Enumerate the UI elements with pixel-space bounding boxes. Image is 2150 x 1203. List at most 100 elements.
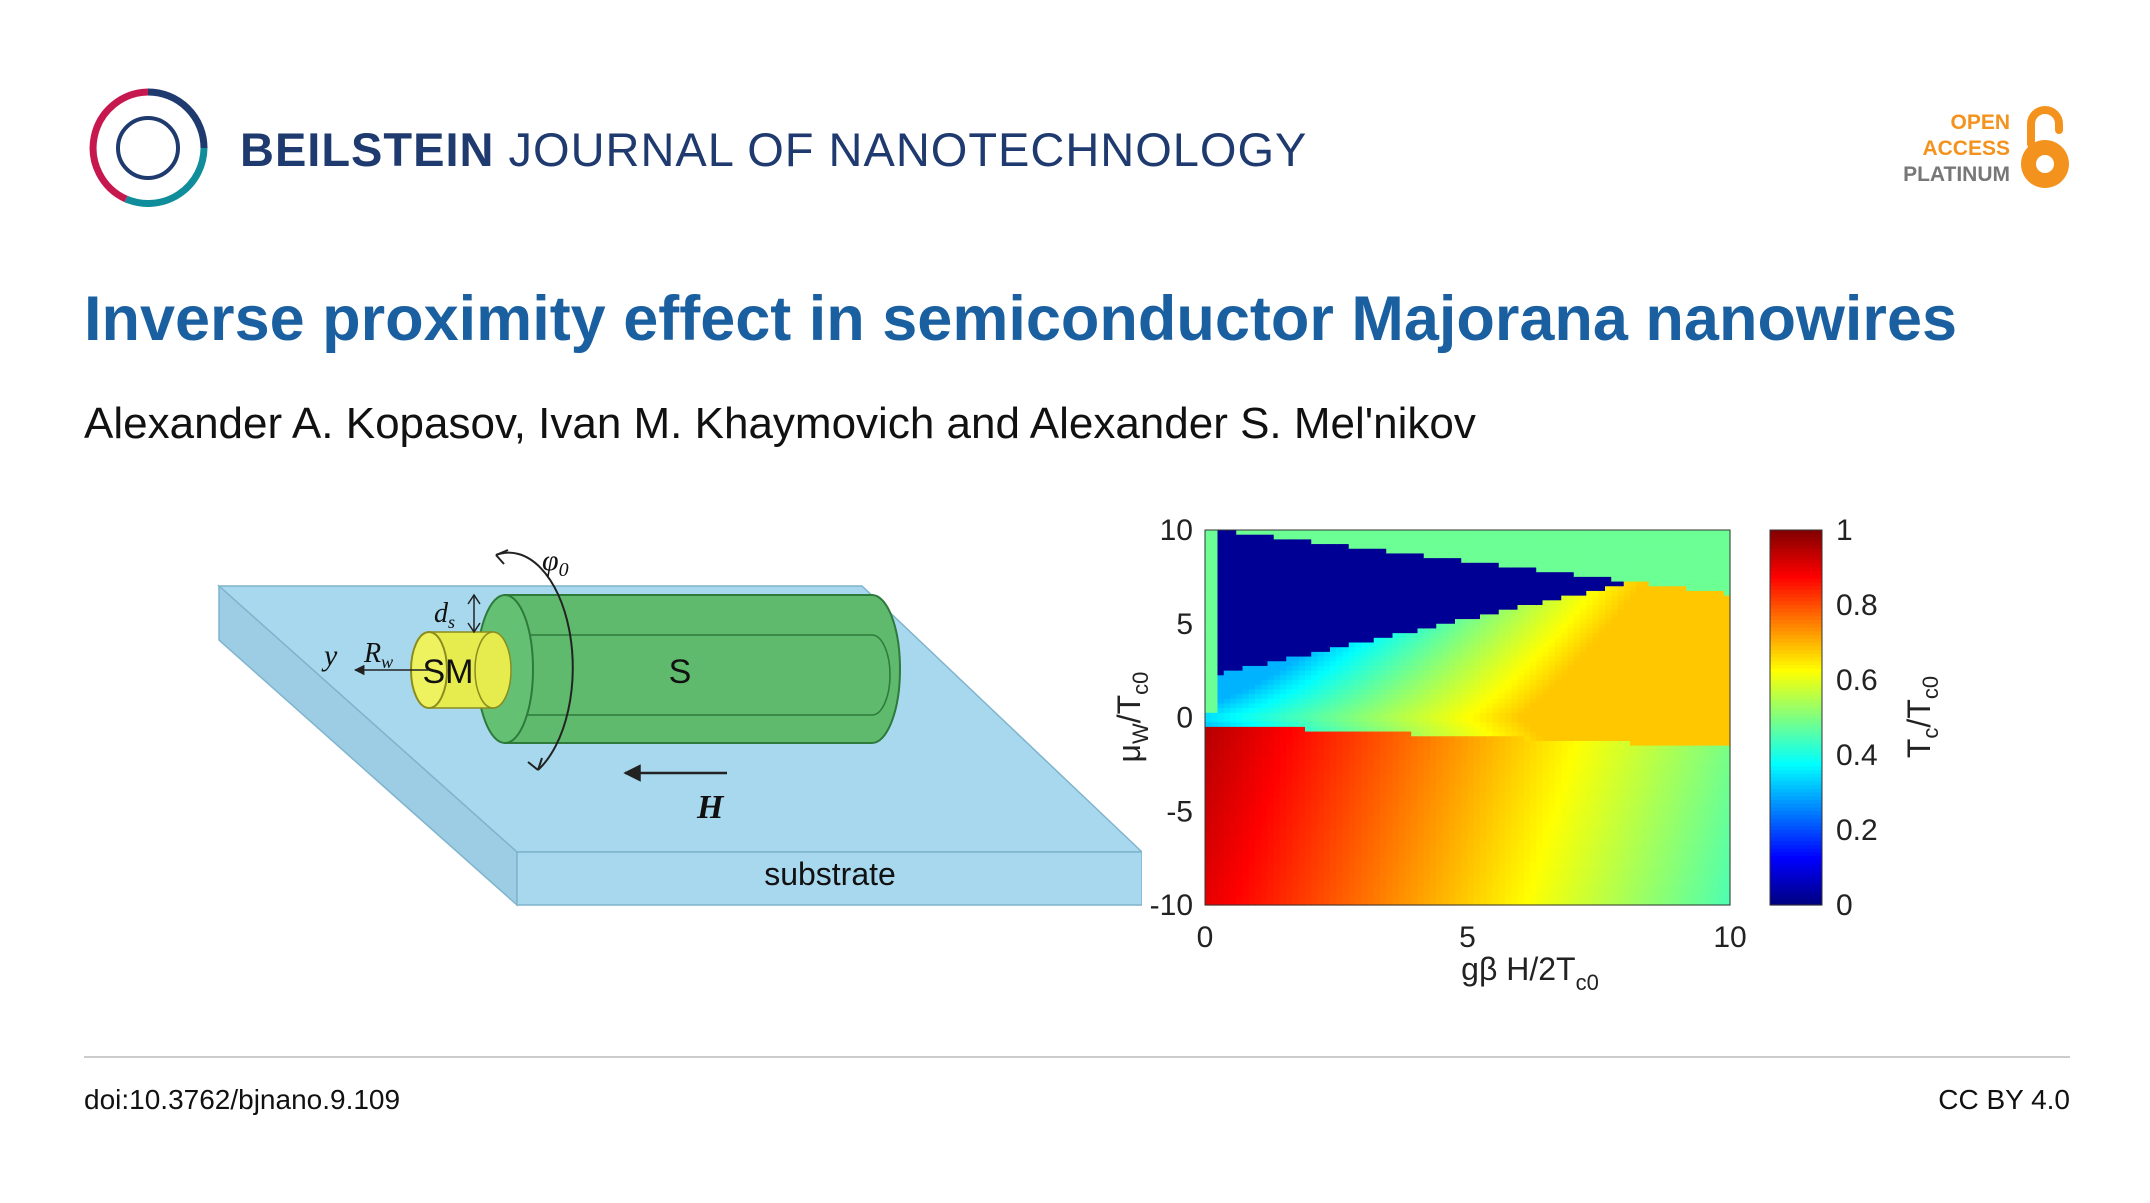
- heatmap-cell: [1467, 830, 1475, 836]
- heatmap-cell: [1317, 637, 1325, 644]
- heatmap-cell: [1230, 576, 1237, 583]
- heatmap-cell: [1323, 876, 1331, 883]
- heatmap-cell: [1542, 689, 1550, 695]
- heatmap-cell: [1361, 876, 1369, 883]
- heatmap-cell: [1455, 572, 1462, 578]
- heatmap-cell: [1455, 595, 1462, 601]
- heatmap-cell: [1305, 844, 1312, 850]
- heatmap-cell: [1523, 595, 1531, 601]
- heatmap-cell: [1461, 642, 1469, 648]
- heatmap-cell: [1573, 576, 1581, 583]
- heatmap-cell: [1580, 801, 1587, 808]
- heatmap-cell: [1392, 530, 1400, 536]
- heatmap-cell: [1205, 890, 1212, 897]
- heatmap-cell: [1348, 698, 1356, 705]
- heatmap-cell: [1392, 731, 1400, 737]
- heatmap-cell: [1473, 759, 1481, 765]
- heatmap-cell: [1405, 783, 1412, 789]
- heatmap-cell: [1480, 647, 1487, 653]
- heatmap-cell: [1242, 609, 1250, 615]
- heatmap-cell: [1573, 544, 1581, 550]
- heatmap-cell: [1348, 609, 1356, 615]
- heatmap-cell: [1355, 633, 1362, 639]
- heatmap-cell: [1323, 530, 1331, 536]
- heatmap-cell: [1405, 684, 1412, 690]
- heatmap-cell: [1230, 876, 1237, 883]
- heatmap-cell: [1348, 647, 1356, 653]
- heatmap-cell: [1361, 750, 1369, 756]
- heatmap-cell: [1386, 787, 1394, 794]
- heatmap-cell: [1248, 661, 1256, 667]
- heatmap-cell: [1530, 825, 1537, 831]
- heatmap-cell: [1286, 712, 1294, 719]
- heatmap-cell: [1536, 548, 1544, 555]
- heatmap-cell: [1430, 553, 1437, 559]
- heatmap-cell: [1230, 811, 1237, 817]
- heatmap-cell: [1336, 886, 1344, 892]
- heatmap-cell: [1361, 614, 1369, 620]
- heatmap-cell: [1242, 572, 1250, 578]
- heatmap-cell: [1392, 605, 1400, 611]
- heatmap-cell: [1292, 764, 1300, 770]
- heatmap-cell: [1586, 764, 1594, 770]
- heatmap-cell: [1242, 614, 1250, 620]
- heatmap-cell: [1467, 558, 1475, 564]
- heatmap-cell: [1248, 572, 1256, 578]
- heatmap-cell: [1273, 876, 1281, 883]
- heatmap-cell: [1473, 703, 1481, 709]
- heatmap-cell: [1380, 534, 1387, 540]
- heatmap-cell: [1517, 731, 1525, 737]
- heatmap-cell: [1273, 858, 1281, 864]
- heatmap-cell: [1261, 797, 1269, 803]
- heatmap-cell: [1330, 656, 1337, 662]
- heatmap-cell: [1367, 698, 1375, 705]
- heatmap-cell: [1480, 830, 1487, 836]
- heatmap-cell: [1311, 858, 1319, 864]
- heatmap-cell: [1248, 670, 1256, 676]
- heatmap-cell: [1311, 581, 1319, 587]
- heatmap-cell: [1436, 811, 1444, 817]
- heatmap-cell: [1498, 787, 1506, 794]
- heatmap-cell: [1348, 736, 1356, 742]
- heatmap-cell: [1573, 656, 1581, 662]
- heatmap-cell: [1461, 553, 1469, 559]
- heatmap-cell: [1548, 830, 1556, 836]
- heatmap-cell: [1455, 539, 1462, 545]
- heatmap-cell: [1473, 900, 1481, 906]
- heatmap-cell: [1255, 755, 1262, 761]
- heatmap-cell: [1336, 576, 1344, 583]
- heatmap-cell: [1217, 881, 1225, 887]
- heatmap-cell: [1298, 722, 1306, 728]
- heatmap-cell: [1398, 862, 1406, 869]
- heatmap-cell: [1380, 670, 1387, 676]
- heatmap-cell: [1517, 797, 1525, 803]
- heatmap-cell: [1505, 806, 1512, 812]
- heatmap-cell: [1317, 834, 1325, 840]
- heatmap-cell: [1380, 680, 1387, 686]
- heatmap-cell: [1386, 731, 1394, 737]
- heatmap-cell: [1542, 759, 1550, 765]
- heatmap-cell: [1536, 830, 1544, 836]
- heatmap-cell: [1255, 797, 1262, 803]
- heatmap-cell: [1530, 778, 1537, 784]
- heatmap-cell: [1205, 633, 1212, 639]
- heatmap-cell: [1530, 628, 1537, 634]
- heatmap-cell: [1305, 689, 1312, 695]
- heatmap-cell: [1361, 567, 1369, 573]
- heatmap-cell: [1317, 797, 1325, 803]
- heatmap-cell: [1255, 600, 1262, 606]
- heatmap-cell: [1317, 815, 1325, 822]
- heatmap-cell: [1467, 712, 1475, 719]
- heatmap-cell: [1398, 684, 1406, 690]
- heatmap-cell: [1473, 675, 1481, 681]
- heatmap-cell: [1411, 562, 1419, 569]
- heatmap-cell: [1392, 862, 1400, 869]
- heatmap-cell: [1580, 581, 1587, 587]
- heatmap-cell: [1298, 853, 1306, 859]
- heatmap-cell: [1523, 684, 1531, 690]
- heatmap-cell: [1261, 834, 1269, 840]
- heatmap-cell: [1348, 694, 1356, 700]
- heatmap-cell: [1223, 586, 1231, 592]
- heatmap-cell: [1367, 694, 1375, 700]
- heatmap-cell: [1230, 862, 1237, 869]
